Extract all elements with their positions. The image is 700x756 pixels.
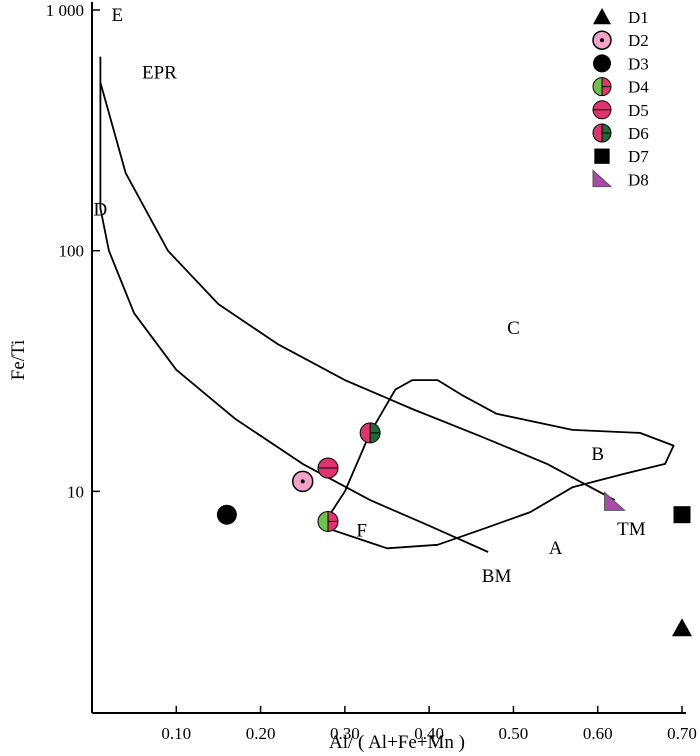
curves [99,56,675,553]
data-points [216,422,692,637]
square-marker [594,148,610,164]
legend-label-d5: D5 [628,101,649,120]
left-half [593,124,602,142]
region-label-bm: BM [482,566,512,587]
point-d1 [672,618,692,637]
x-tick-label: 0.20 [246,724,276,743]
x-tick-label: 0.40 [414,724,444,743]
legend-label-d1: D1 [628,8,649,27]
point-d2 [291,470,314,493]
circle-marker [216,504,237,525]
region-label-c: C [507,318,520,339]
region-label-e: E [111,5,123,26]
center-dot [600,38,604,43]
right-triangle-marker [592,169,613,188]
legend-marker-d5 [592,100,612,120]
boundary-curve-D-to-BM [99,56,489,553]
left-half [360,422,371,443]
region-label-b: B [591,444,604,465]
legend-marker-d1 [593,8,611,25]
left-half [593,77,602,96]
outline [359,422,381,444]
y-tick-label: 1 000 [46,1,84,20]
region-labels: E EPR D C B F A TM BM [94,5,646,587]
left-half [318,511,328,532]
right-triangle-marker [604,491,626,511]
region-label-tm: TM [617,519,646,540]
x-tick-label: 0.30 [330,724,360,743]
y-tick-label: 100 [59,242,85,261]
triangle-marker [593,8,611,25]
legend-label-d4: D4 [628,78,649,97]
outline [592,123,612,143]
point-d5 [317,457,339,479]
circle-marker [593,54,611,73]
region-label-a: A [549,538,563,559]
legend-marker-d3 [593,54,611,73]
y-axis-title: Fe/Ti [8,340,29,381]
legend-label-d7: D7 [628,147,649,166]
point-d6 [359,422,381,444]
x-tick-label: 0.70 [667,724,697,743]
outline [317,510,339,532]
region-label-d: D [94,200,108,221]
center-dot [300,479,305,484]
legend-label-d6: D6 [628,124,649,143]
x-tick-label: 0.50 [499,724,529,743]
legend-marker-d2 [592,30,612,50]
x-tick-label: 0.60 [583,724,613,743]
legend-marker-d8 [592,169,613,188]
square-marker [673,506,691,524]
region-label-f: F [356,520,367,541]
y-tick-label: 10 [67,482,84,501]
point-d7 [673,506,691,524]
legend: D1 D2 D3 D4 D5 D6 D7 D8 [592,8,649,189]
region-label-epr: EPR [142,62,177,83]
legend-label-d3: D3 [628,54,649,73]
axes: 0.10 0.20 0.30 0.40 0.50 0.60 0.70 10 100 1 000 Al… [8,1,697,753]
point-d3 [216,504,237,525]
legend-marker-d6 [592,123,612,143]
legend-marker-d7 [594,148,610,164]
triangle-marker [672,618,692,637]
legend-marker-d4 [592,77,612,97]
x-axis-title: Al/ ( Al+Fe+Mn ) [329,732,465,753]
x-tick-label: 0.10 [161,724,191,743]
legend-label-d2: D2 [628,31,649,50]
legend-label-d8: D8 [628,170,649,189]
point-d8 [604,491,626,511]
point-d4 [317,510,339,532]
outline [592,77,612,97]
boundary-curve-EPR-to-TM [99,82,616,501]
